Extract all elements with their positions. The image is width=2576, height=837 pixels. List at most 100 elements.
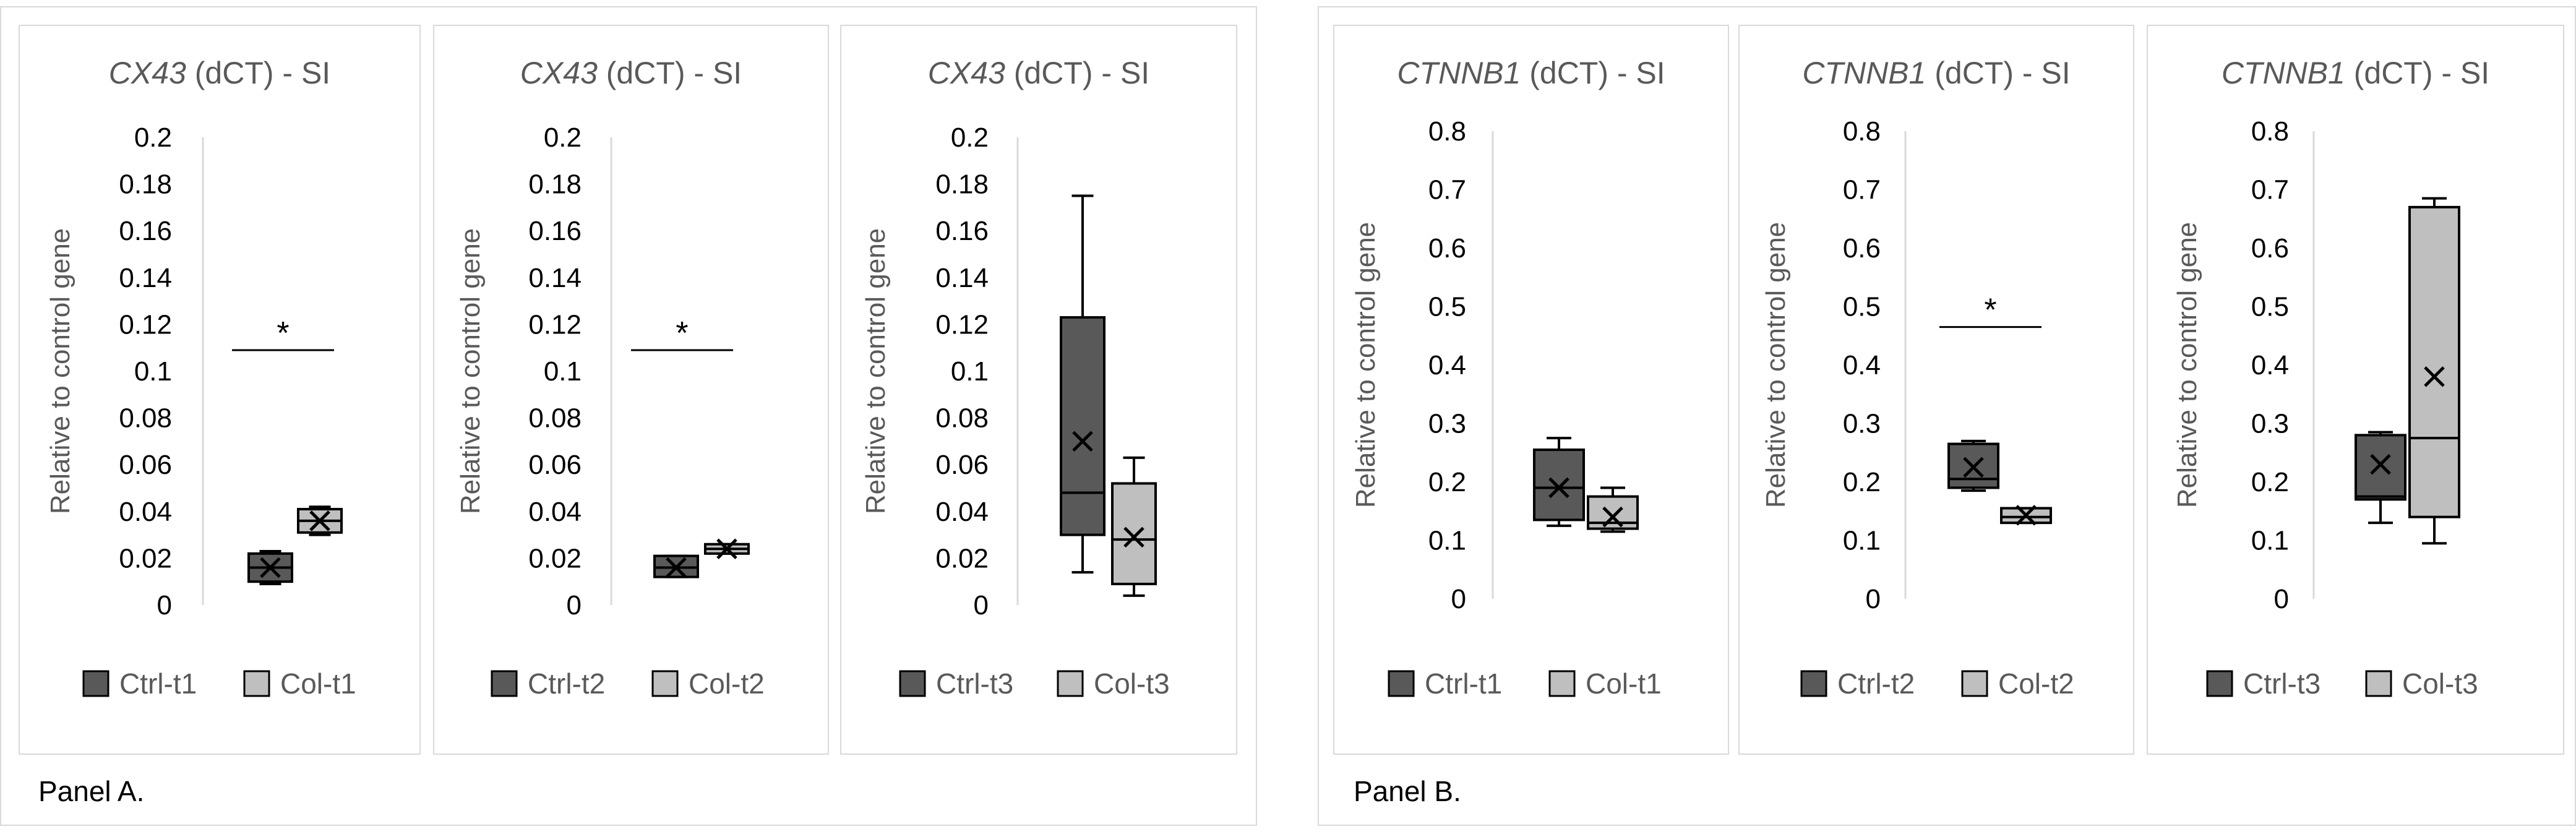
y-tick-label: 0.16 (528, 216, 582, 246)
y-tick-label: 0 (974, 590, 989, 620)
legend-swatch (651, 670, 679, 697)
y-tick-label: 0.2 (544, 122, 582, 153)
chart-title-gene: CX43 (109, 56, 186, 90)
box-Col-t1 (297, 505, 343, 536)
y-tick-label: 0.1 (1843, 526, 1881, 556)
mean-marker (309, 510, 330, 531)
legend-label: Ctrl-t1 (119, 667, 197, 700)
legend-swatch (1388, 670, 1415, 697)
panel-b-label: Panel B. (1354, 775, 1461, 807)
y-tick-label: 0.14 (935, 263, 989, 293)
significance-star: * (1984, 293, 1996, 328)
mean-marker (1072, 431, 1093, 452)
y-tick-label: 0.02 (935, 543, 989, 573)
y-tick-label: 0.08 (935, 403, 989, 434)
y-tick-label: 0.18 (528, 170, 582, 200)
legend-swatch (2206, 670, 2233, 697)
y-tick-label: 0.4 (1428, 350, 1466, 380)
y-tick-label: 0.1 (544, 356, 582, 387)
y-tick-label: 0.8 (1428, 116, 1466, 147)
mean-marker (1123, 526, 1144, 548)
y-tick-label: 0.04 (119, 497, 172, 527)
legend-label: Col-t1 (1586, 667, 1662, 700)
y-tick-label: 0.04 (528, 497, 582, 527)
mean-marker (1602, 506, 1623, 528)
mean-marker (1548, 477, 1569, 499)
y-tick-label: 0.5 (1428, 292, 1466, 322)
panel-a-label: Panel A. (38, 775, 145, 807)
box-iqr (2355, 434, 2406, 501)
box-Col-t1 (1587, 486, 1639, 533)
y-tick-label: 0.6 (1428, 233, 1466, 264)
y-axis-label: Relative to control gene (1350, 222, 1381, 508)
box-iqr (1533, 449, 1585, 522)
chart-title-gene: CX43 (520, 56, 598, 90)
box-Ctrl-t1 (1533, 437, 1585, 527)
legend-label: Col-t3 (1094, 667, 1170, 700)
chart-title: CX43 (dCT) - SI (928, 56, 1149, 90)
box-Ctrl-t2 (653, 554, 699, 578)
mean-marker (1963, 457, 1984, 478)
chart-4: CTNNB1 (dCT) - SI 0 0.1 0.2 0.3 0.4 0.5 0.6 0.7 0… (1350, 56, 1665, 700)
y-tick-label: 0.12 (119, 309, 172, 340)
significance-star: * (277, 315, 289, 351)
y-tick-label: 0.2 (1428, 467, 1466, 497)
y-tick-label: 0.14 (528, 263, 582, 293)
chart-frame-3 (840, 25, 1237, 755)
y-tick-label: 0.2 (2251, 467, 2289, 497)
y-tick-label: 0.6 (1843, 233, 1881, 264)
box-Ctrl-t3 (2355, 431, 2406, 525)
box-iqr (1111, 482, 1157, 585)
y-tick-label: 0.1 (1428, 526, 1466, 556)
y-tick-label: 0.5 (1843, 292, 1881, 322)
chart-title-suffix: (dCT) - SI (1005, 56, 1149, 90)
y-tick-label: 0.4 (2251, 350, 2289, 380)
chart-5: CTNNB1 (dCT) - SI 0 0.1 0.2 0.3 0.4 0.5 0.6 0.7 0… (1761, 56, 2074, 700)
box-Ctrl-t1 (247, 550, 293, 585)
chart-title-suffix: (dCT) - SI (2345, 56, 2489, 90)
legend-swatch (1961, 670, 1988, 697)
y-tick-label: 0 (157, 590, 172, 620)
y-axis-label: Relative to control gene (1761, 222, 1791, 508)
legend-swatch (899, 670, 926, 697)
legend-label: Col-t2 (689, 667, 765, 700)
y-tick-label: 0.1 (134, 356, 172, 387)
legend-swatch (1800, 670, 1827, 697)
mean-marker (666, 557, 687, 578)
y-tick-label: 0.02 (528, 543, 582, 573)
box-Col-t3 (2408, 197, 2460, 545)
y-tick-label: 0 (2274, 584, 2289, 614)
chart-title-gene: CTNNB1 (1802, 56, 1926, 90)
box-Col-t2 (2000, 505, 2052, 526)
legend-label: Col-t3 (2402, 667, 2478, 700)
legend-swatch (2365, 670, 2392, 697)
box-iqr (1060, 316, 1106, 536)
legend-swatch (491, 670, 518, 697)
y-tick-label: 0 (567, 590, 582, 620)
y-tick-label: 0.1 (951, 356, 989, 387)
y-tick-label: 0.18 (935, 170, 989, 200)
y-tick-label: 0.8 (1843, 116, 1881, 147)
box-Ctrl-t3 (1060, 194, 1106, 574)
y-tick-label: 0.08 (528, 403, 582, 434)
legend-label: Ctrl-t3 (2243, 667, 2321, 700)
chart-title: CTNNB1 (dCT) - SI (1802, 56, 2070, 90)
y-tick-label: 0.3 (1428, 409, 1466, 439)
box-Ctrl-t2 (1947, 439, 1999, 492)
chart-title: CX43 (dCT) - SI (109, 56, 330, 90)
y-tick-label: 0.16 (935, 216, 989, 246)
y-tick-label: 0.7 (2251, 175, 2289, 205)
chart-title-gene: CTNNB1 (1397, 56, 1521, 90)
legend-swatch (1548, 670, 1576, 697)
mean-marker (716, 538, 737, 560)
chart-frame-6 (2147, 25, 2564, 755)
chart-title-suffix: (dCT) - SI (598, 56, 742, 90)
y-axis-label: Relative to control gene (861, 228, 891, 514)
y-tick-label: 0.7 (1843, 175, 1881, 205)
y-tick-label: 0.06 (528, 450, 582, 480)
y-tick-label: 0.18 (119, 170, 172, 200)
chart-title-gene: CX43 (928, 56, 1005, 90)
y-tick-label: 0.06 (935, 450, 989, 480)
chart-frame-2 (433, 25, 829, 755)
chart-title: CTNNB1 (dCT) - SI (2222, 56, 2489, 90)
